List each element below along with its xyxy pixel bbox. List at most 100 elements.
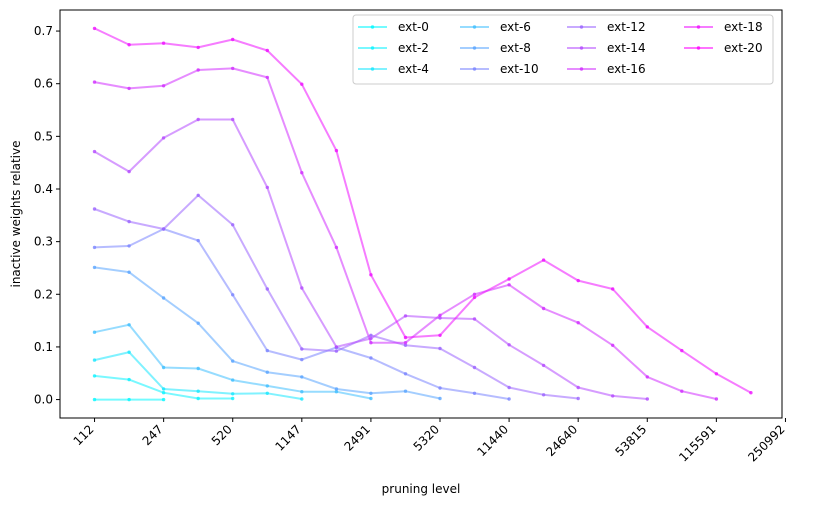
data-point xyxy=(161,227,166,231)
data-point xyxy=(231,223,235,227)
data-point xyxy=(161,387,166,391)
data-point xyxy=(196,68,200,72)
data-point xyxy=(507,343,511,347)
data-point xyxy=(369,356,373,360)
legend-marker xyxy=(472,46,477,50)
legend-label: ext-18 xyxy=(724,20,763,34)
series-ext-2 xyxy=(92,374,235,401)
data-point xyxy=(231,396,235,401)
data-point xyxy=(334,349,339,353)
series-line-ext-18 xyxy=(94,27,752,394)
data-point xyxy=(334,390,339,394)
x-tick-label: 520 xyxy=(209,422,235,448)
data-point xyxy=(507,283,511,287)
data-point xyxy=(265,391,269,395)
data-point xyxy=(127,377,131,382)
data-point xyxy=(611,343,615,347)
data-point xyxy=(92,80,97,84)
data-point xyxy=(403,314,408,318)
data-point xyxy=(507,397,511,401)
series-ext-16 xyxy=(92,66,719,401)
legend-label: ext-16 xyxy=(607,62,646,76)
data-point xyxy=(161,397,166,402)
data-point xyxy=(300,286,304,290)
data-point xyxy=(161,136,166,140)
data-point xyxy=(472,295,477,300)
data-point xyxy=(265,384,269,388)
data-point xyxy=(541,363,546,368)
data-point xyxy=(300,82,304,86)
data-point xyxy=(645,325,649,329)
data-point xyxy=(161,84,166,88)
legend-marker xyxy=(579,67,584,71)
data-point xyxy=(92,149,97,154)
data-point xyxy=(196,45,200,50)
data-point xyxy=(196,193,200,197)
legend-item-ext-16: ext-16 xyxy=(567,62,646,76)
legend-label: ext-8 xyxy=(500,41,531,55)
data-point xyxy=(127,397,131,402)
data-point xyxy=(196,321,200,325)
data-point xyxy=(611,394,615,398)
data-point xyxy=(196,396,200,401)
data-point xyxy=(265,370,269,374)
plot-frame xyxy=(59,9,783,419)
legend-label: ext-2 xyxy=(398,41,429,55)
data-point xyxy=(300,357,304,362)
legend-label: ext-12 xyxy=(607,20,646,34)
data-point xyxy=(127,219,131,224)
data-point xyxy=(127,270,131,274)
data-point xyxy=(541,393,546,397)
series-ext-18 xyxy=(92,26,753,395)
y-tick-label: 0.1 xyxy=(34,340,53,354)
data-point xyxy=(92,330,97,334)
legend-label: ext-20 xyxy=(724,41,763,55)
data-point xyxy=(265,75,269,80)
x-tick-label: 24640 xyxy=(543,422,580,459)
data-point xyxy=(92,374,97,378)
y-tick-label: 0.7 xyxy=(34,24,53,38)
data-point xyxy=(161,41,166,45)
y-tick-label: 0.3 xyxy=(34,235,53,249)
legend-label: ext-6 xyxy=(500,20,531,34)
x-tick-label: 247 xyxy=(140,422,166,448)
legend-item-ext-18: ext-18 xyxy=(684,20,763,34)
data-point xyxy=(507,277,511,281)
legend-marker xyxy=(370,67,375,71)
data-point xyxy=(334,387,339,391)
data-point xyxy=(645,375,649,379)
legend-item-ext-20: ext-20 xyxy=(684,41,763,55)
legend: ext-0 ext-2 ext-4 ext-6 ext-8 ext-10 ext-12 ext… xyxy=(352,14,774,85)
data-point xyxy=(403,372,408,376)
data-point xyxy=(438,333,442,337)
legend-item-ext-0: ext-0 xyxy=(358,20,429,34)
legend-item-ext-6: ext-6 xyxy=(460,20,531,34)
legend-marker xyxy=(579,46,584,50)
data-point xyxy=(231,293,235,297)
data-point xyxy=(680,389,684,393)
x-tick-label: 11440 xyxy=(474,422,511,459)
data-point xyxy=(714,372,719,376)
legend-marker xyxy=(370,46,375,50)
data-point xyxy=(403,389,408,393)
data-point xyxy=(231,378,235,382)
legend-item-ext-14: ext-14 xyxy=(567,41,646,55)
data-point xyxy=(127,323,131,327)
data-point xyxy=(576,396,580,401)
x-tick-label: 115591 xyxy=(676,422,718,464)
series-ext-6 xyxy=(92,323,373,401)
data-point xyxy=(265,48,269,53)
y-tick-label: 0.4 xyxy=(34,182,53,196)
data-point xyxy=(438,313,442,317)
y-tick-label: 0.2 xyxy=(34,287,53,301)
data-point xyxy=(231,66,235,71)
data-point xyxy=(265,185,269,190)
data-point xyxy=(196,389,200,393)
data-point xyxy=(265,287,269,291)
data-point xyxy=(472,317,477,321)
data-point xyxy=(92,207,97,211)
x-tick-label: 250992 xyxy=(745,422,787,464)
x-tick-label: 2491 xyxy=(342,422,373,453)
data-point xyxy=(300,171,304,175)
